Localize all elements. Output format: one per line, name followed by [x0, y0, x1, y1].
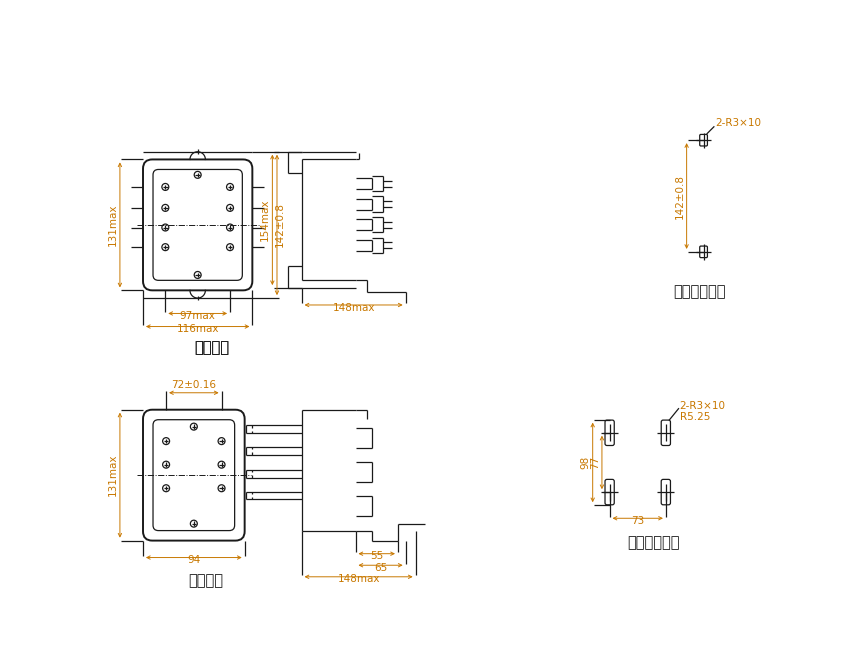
Text: 77: 77	[590, 456, 601, 469]
Text: 2-R3×10: 2-R3×10	[680, 401, 726, 411]
Text: 148max: 148max	[338, 574, 380, 584]
Text: 65: 65	[374, 563, 387, 573]
Text: 55: 55	[370, 552, 384, 561]
Text: 板后接线: 板后接线	[187, 573, 223, 588]
Text: 98: 98	[581, 456, 590, 469]
Text: 板前接线: 板前接线	[194, 341, 229, 356]
Text: 板后接线开孔: 板后接线开孔	[627, 535, 680, 550]
Text: 94: 94	[187, 555, 201, 565]
Text: R5.25: R5.25	[680, 413, 710, 422]
Text: 73: 73	[631, 516, 644, 526]
Text: 148max: 148max	[332, 303, 375, 312]
Text: 97max: 97max	[180, 311, 215, 321]
Text: 142±0.8: 142±0.8	[674, 174, 684, 219]
Text: 72±0.16: 72±0.16	[171, 381, 216, 390]
Text: 154max: 154max	[260, 198, 270, 241]
Text: 142±0.8: 142±0.8	[274, 202, 285, 248]
Text: 2-R3×10: 2-R3×10	[715, 119, 761, 128]
Text: 131max: 131max	[108, 454, 117, 496]
Text: 131max: 131max	[108, 204, 117, 246]
Text: 板前接线: 板前接线	[194, 341, 229, 356]
Text: 板前接线开孔: 板前接线开孔	[674, 284, 726, 299]
Text: 116max: 116max	[176, 324, 219, 334]
